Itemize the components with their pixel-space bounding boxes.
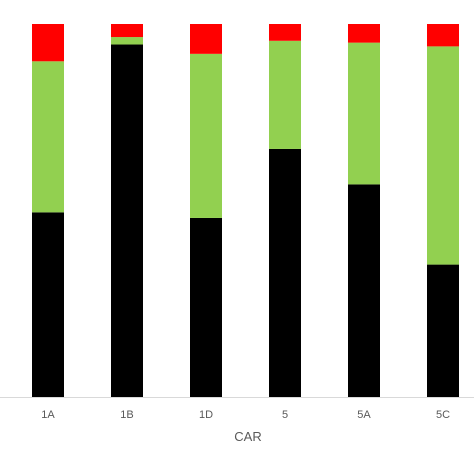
x-tick-label: 5C bbox=[436, 409, 450, 421]
bar-segment-5-0 bbox=[269, 148, 301, 397]
bar-segment-5A-1 bbox=[348, 42, 380, 185]
x-tick-label: 1B bbox=[120, 409, 133, 421]
x-tick-label: 5 bbox=[282, 409, 288, 421]
bar-segment-5A-0 bbox=[348, 184, 380, 397]
bar-segment-1B-0 bbox=[111, 44, 143, 397]
bar-segment-5-2 bbox=[269, 24, 301, 41]
x-tick-labels: 1A 1B 1D 5 5A 5C bbox=[41, 409, 450, 421]
bar-segment-5C-2 bbox=[427, 24, 459, 47]
bar-segment-1A-0 bbox=[32, 212, 64, 397]
bar-segment-5-1 bbox=[269, 40, 301, 149]
bar-segment-1B-2 bbox=[111, 24, 143, 38]
x-tick-label: 5A bbox=[357, 409, 371, 421]
x-axis-title: CAR bbox=[234, 429, 261, 444]
bar-segment-5A-2 bbox=[348, 24, 380, 43]
x-tick-label: 1D bbox=[199, 409, 213, 421]
x-tick-label: 1A bbox=[41, 409, 55, 421]
bar-segment-1D-1 bbox=[190, 53, 222, 218]
bar-segment-1D-2 bbox=[190, 24, 222, 54]
bar-segment-1B-1 bbox=[111, 37, 143, 45]
bar-segment-1A-2 bbox=[32, 24, 64, 62]
bars-group bbox=[32, 24, 459, 397]
bar-segment-1D-0 bbox=[190, 217, 222, 397]
bar-segment-5C-0 bbox=[427, 264, 459, 397]
bar-segment-1A-1 bbox=[32, 61, 64, 213]
bar-segment-5C-1 bbox=[427, 46, 459, 265]
